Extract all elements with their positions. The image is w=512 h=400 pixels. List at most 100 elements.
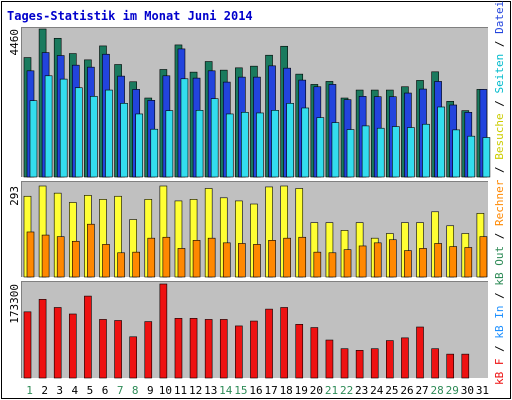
bar-rechner-day-1: [26, 231, 35, 278]
x-tick-label-day-25: 25: [385, 384, 398, 397]
legend-part-12: Dateien: [493, 0, 506, 34]
bar-rechner-day-18: [283, 237, 291, 278]
bar-seiten-day-6: [105, 89, 113, 178]
bar-rechner-day-11: [177, 248, 186, 278]
x-tick-label-day-31: 31: [476, 384, 489, 397]
bar-rechner-day-30: [464, 247, 473, 278]
legend-part-8: Besuche: [493, 113, 506, 159]
bar-kb-f-day-4: [68, 313, 77, 379]
bar-seiten-day-5: [90, 96, 98, 178]
bar-rechner-day-17: [268, 240, 276, 278]
bar-seiten-day-3: [59, 78, 68, 178]
y-axis-labels: 4460 293 173300: [8, 29, 21, 324]
legend-part-0: kB F: [493, 359, 506, 386]
bar-kb-f-day-16: [250, 320, 258, 379]
right-legend: kB F / kB In / kB Out / Rechner / Besuch…: [493, 0, 506, 385]
bar-rechner-day-5: [87, 223, 95, 278]
x-tick-label-day-26: 26: [400, 384, 413, 397]
bar-kb-f-day-17: [265, 308, 273, 379]
x-tick-label-day-13: 13: [204, 384, 217, 397]
bar-seiten-day-1: [29, 100, 38, 178]
legend-part-10: Seiten: [493, 54, 506, 94]
bar-kb-f-day-22: [340, 348, 349, 379]
legend-part-9: /: [493, 94, 506, 114]
x-tick-label-day-2: 2: [41, 384, 48, 397]
bar-rechner-day-24: [373, 242, 382, 278]
bar-seiten-day-28: [437, 106, 445, 178]
bar-seiten-day-27: [422, 123, 430, 178]
bar-kb-f-day-18: [280, 307, 288, 379]
y-axis-max-label: 293: [8, 186, 21, 206]
bar-kb-f-day-20: [310, 327, 319, 379]
bar-rechner-day-2: [41, 234, 50, 278]
bar-seiten-day-18: [286, 103, 294, 178]
bar-rechner-day-9: [147, 237, 156, 278]
x-tick-label-day-16: 16: [249, 384, 262, 397]
bar-rechner-day-3: [56, 236, 65, 278]
bar-seiten-day-8: [135, 113, 143, 178]
bar-kb-f-day-8: [129, 336, 137, 379]
x-tick-label-day-15: 15: [234, 384, 247, 397]
bar-rechner-day-25: [389, 239, 397, 278]
bar-rechner-day-22: [343, 249, 352, 278]
x-tick-label-day-18: 18: [280, 384, 293, 397]
x-tick-label-day-17: 17: [264, 384, 277, 397]
bar-seiten-day-30: [467, 135, 476, 178]
bar-rechner-day-8: [132, 251, 140, 278]
bar-seiten-day-23: [361, 125, 370, 178]
bar-kb-f-day-10: [159, 283, 168, 379]
bar-seiten-day-9: [150, 128, 159, 178]
x-tick-label-day-14: 14: [219, 384, 233, 397]
bar-seiten-day-24: [376, 127, 385, 178]
x-tick-label-day-4: 4: [72, 384, 79, 397]
bar-kb-f-day-2: [38, 299, 47, 379]
bar-kb-f-day-1: [23, 311, 32, 379]
x-tick-label-day-29: 29: [446, 384, 459, 397]
bar-kb-f-day-5: [84, 295, 92, 379]
bar-rechner-day-13: [207, 237, 216, 278]
bar-seiten-day-21: [331, 122, 340, 178]
bar-kb-f-day-9: [144, 321, 153, 379]
bar-rechner-day-26: [404, 250, 412, 278]
bar-rechner-day-10: [162, 236, 171, 278]
x-tick-label-day-10: 10: [159, 384, 172, 397]
x-tick-label-day-7: 7: [117, 384, 124, 397]
bar-seiten-day-7: [120, 103, 128, 178]
bar-kb-f-day-30: [461, 353, 470, 379]
bar-rechner-day-23: [358, 245, 367, 278]
bar-rechner-day-15: [238, 243, 246, 278]
bar-rechner-day-12: [192, 240, 201, 278]
legend-part-3: /: [493, 286, 506, 306]
bar-rechner-day-31: [479, 236, 488, 278]
bar-seiten-day-10: [165, 110, 174, 178]
x-tick-label-day-30: 30: [461, 384, 474, 397]
bar-rechner-day-28: [434, 243, 442, 278]
bar-rechner-day-4: [71, 240, 80, 278]
bar-rechner-day-29: [449, 246, 458, 278]
bar-rechner-day-27: [419, 248, 427, 278]
bar-kb-f-day-28: [431, 348, 439, 379]
bar-seiten-day-26: [407, 127, 415, 178]
bar-seiten-day-29: [452, 129, 461, 178]
bar-rechner-day-20: [313, 251, 322, 278]
bar-seiten-day-22: [346, 129, 355, 178]
x-tick-label-day-6: 6: [102, 384, 109, 397]
bar-kb-f-day-19: [295, 324, 304, 379]
bar-seiten-day-14: [225, 113, 234, 178]
x-tick-label-day-3: 3: [56, 384, 63, 397]
bar-seiten-day-13: [210, 98, 219, 178]
legend-part-7: /: [493, 160, 506, 180]
x-axis-labels: 1 2 3 4 5 6 7 8 9 10 11 12 13 14 15 16 17 18 19 20 21 22 23 24 2…: [26, 384, 489, 397]
bar-seiten-day-20: [316, 117, 325, 178]
bar-seiten-day-17: [271, 110, 279, 178]
x-tick-label-day-8: 8: [132, 384, 139, 397]
chart-title: Tages-Statistik im Monat Juni 2014: [7, 9, 253, 23]
bar-kb-f-day-21: [325, 339, 334, 379]
x-tick-label-day-9: 9: [147, 384, 154, 397]
bar-rechner-day-6: [102, 244, 110, 278]
bar-kb-f-day-15: [235, 325, 243, 379]
legend-part-1: /: [493, 339, 506, 359]
bar-seiten-day-11: [180, 78, 189, 178]
x-tick-label-day-5: 5: [87, 384, 94, 397]
